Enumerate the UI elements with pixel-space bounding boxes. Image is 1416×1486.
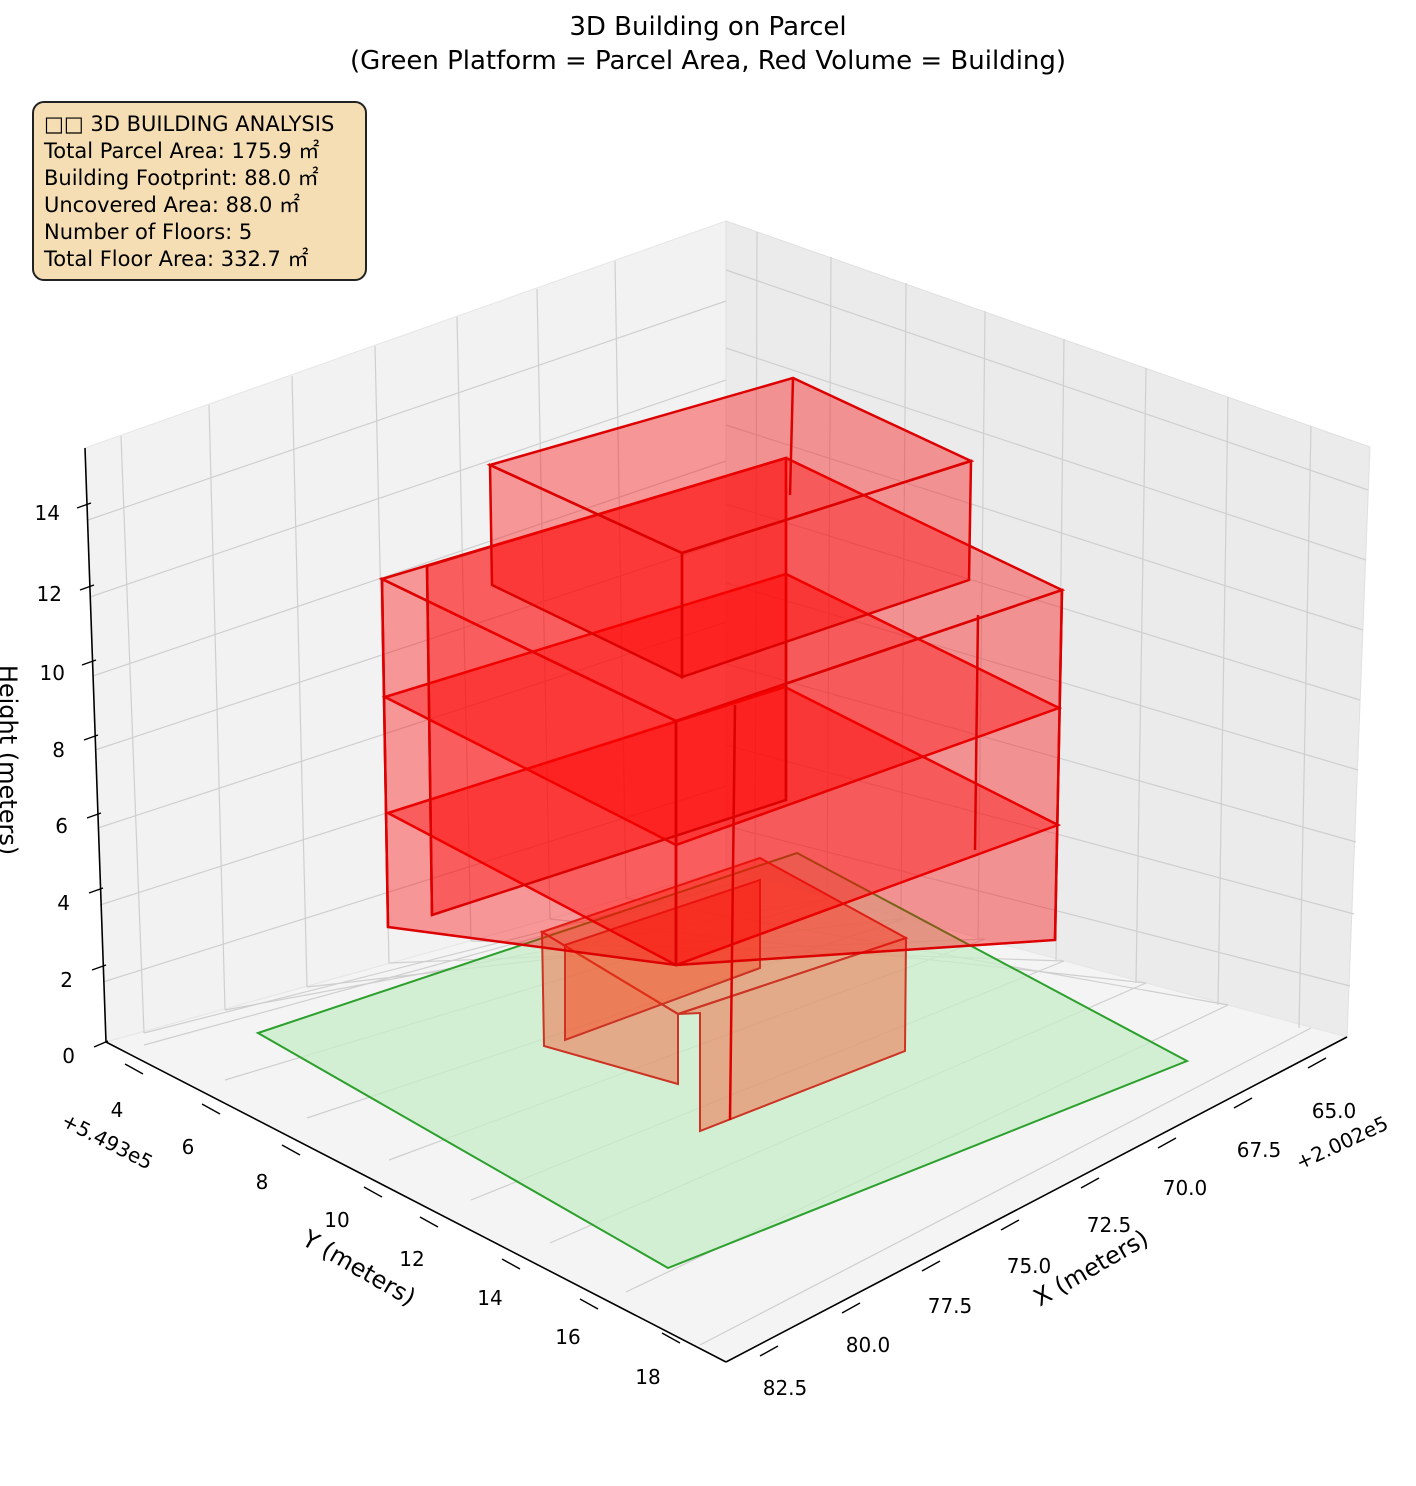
analysis-info-box: □□ 3D BUILDING ANALYSIS Total Parcel Are… bbox=[32, 101, 367, 281]
info-line: Total Floor Area: 332.7 ㎡ bbox=[44, 247, 309, 271]
z-axis-line bbox=[84, 447, 107, 1043]
z-tick-label: 12 bbox=[37, 582, 62, 606]
info-line: Building Footprint: 88.0 ㎡ bbox=[44, 166, 319, 190]
y-tick-label: 16 bbox=[555, 1325, 580, 1349]
building-floor-1 bbox=[539, 856, 909, 1133]
y-tick-label: 8 bbox=[256, 1170, 269, 1194]
chart-subtitle: (Green Platform = Parcel Area, Red Volum… bbox=[349, 46, 1067, 76]
x-tick-label: 67.5 bbox=[1237, 1138, 1282, 1162]
z-tick-label: 10 bbox=[40, 661, 65, 685]
z-tick-label: 14 bbox=[35, 501, 60, 525]
y-tick-label: 6 bbox=[182, 1135, 195, 1159]
x-tick-label: 82.5 bbox=[763, 1376, 808, 1400]
info-line: Total Parcel Area: 175.9 ㎡ bbox=[44, 139, 320, 163]
y-tick-label: 10 bbox=[324, 1208, 349, 1232]
x-tick-label: 77.5 bbox=[928, 1294, 973, 1318]
z-tick-label: 8 bbox=[52, 738, 65, 762]
x-tick-label: 70.0 bbox=[1163, 1176, 1208, 1200]
y-tick-label: 4 bbox=[111, 1098, 124, 1122]
building-top-floor bbox=[486, 376, 975, 679]
chart-title: 3D Building on Parcel bbox=[569, 12, 847, 42]
building-edges bbox=[380, 458, 1064, 1121]
x-tick-label: 65.0 bbox=[1312, 1099, 1357, 1123]
y-offset-label: +5.493e5 bbox=[58, 1108, 157, 1174]
x-tick-label: 75.0 bbox=[1007, 1254, 1052, 1278]
z-tick-label: 2 bbox=[60, 968, 73, 992]
info-heading: □□ 3D BUILDING ANALYSIS bbox=[44, 112, 335, 136]
z-axis-label: Height (meters) bbox=[0, 665, 22, 855]
y-axis-line bbox=[105, 1041, 727, 1363]
z-tick-label: 6 bbox=[55, 814, 68, 838]
x-tick-label: 72.5 bbox=[1087, 1213, 1132, 1237]
y-tick-label: 18 bbox=[635, 1365, 660, 1389]
z-tick-label: 4 bbox=[57, 891, 70, 915]
parcel-platform bbox=[255, 851, 1190, 1270]
axes bbox=[84, 447, 1348, 1363]
x-axis-line bbox=[725, 1036, 1348, 1363]
tick-marks bbox=[76, 502, 1327, 1357]
info-line: Uncovered Area: 88.0 ㎡ bbox=[44, 193, 301, 217]
x-tick-label: 80.0 bbox=[846, 1333, 891, 1357]
z-tick-label: 0 bbox=[62, 1044, 75, 1068]
y-tick-label: 12 bbox=[399, 1247, 424, 1271]
info-line: Number of Floors: 5 bbox=[44, 220, 253, 244]
y-tick-label: 14 bbox=[477, 1286, 502, 1310]
